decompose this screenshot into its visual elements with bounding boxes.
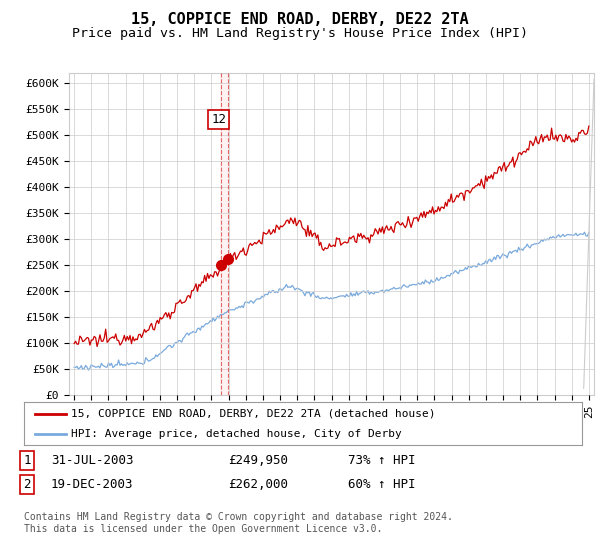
Text: 31-JUL-2003: 31-JUL-2003 (51, 454, 133, 467)
Text: £262,000: £262,000 (228, 478, 288, 491)
Text: 2: 2 (23, 478, 31, 491)
Text: 19-DEC-2003: 19-DEC-2003 (51, 478, 133, 491)
Text: Contains HM Land Registry data © Crown copyright and database right 2024.
This d: Contains HM Land Registry data © Crown c… (24, 512, 453, 534)
Bar (220, 73, 229, 395)
Text: 73% ↑ HPI: 73% ↑ HPI (348, 454, 415, 467)
Text: 15, COPPICE END ROAD, DERBY, DE22 2TA (detached house): 15, COPPICE END ROAD, DERBY, DE22 2TA (d… (71, 409, 436, 419)
Text: 15, COPPICE END ROAD, DERBY, DE22 2TA: 15, COPPICE END ROAD, DERBY, DE22 2TA (131, 12, 469, 27)
Text: Price paid vs. HM Land Registry's House Price Index (HPI): Price paid vs. HM Land Registry's House … (72, 27, 528, 40)
Text: 12: 12 (211, 113, 226, 126)
Text: £249,950: £249,950 (228, 454, 288, 467)
Text: 60% ↑ HPI: 60% ↑ HPI (348, 478, 415, 491)
Text: 1: 1 (23, 454, 31, 467)
Text: HPI: Average price, detached house, City of Derby: HPI: Average price, detached house, City… (71, 430, 402, 439)
